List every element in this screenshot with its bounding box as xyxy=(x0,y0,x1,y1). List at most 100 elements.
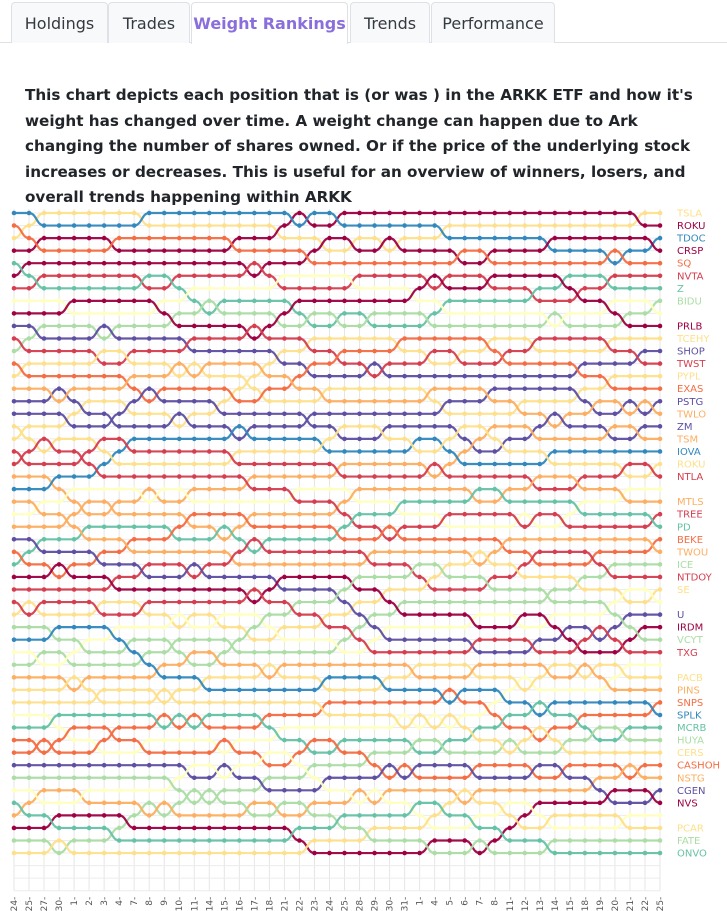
rank-point[interactable] xyxy=(537,549,543,555)
rank-point[interactable] xyxy=(432,311,437,316)
rank-point[interactable] xyxy=(282,486,287,492)
rank-point[interactable] xyxy=(327,511,332,517)
rank-point[interactable] xyxy=(176,750,182,755)
rank-point[interactable] xyxy=(342,323,347,329)
rank-point[interactable] xyxy=(357,436,362,442)
rank-point[interactable] xyxy=(567,587,573,592)
rank-point[interactable] xyxy=(627,549,633,555)
rank-point[interactable] xyxy=(222,574,227,580)
rank-point[interactable] xyxy=(312,210,317,216)
rank-point[interactable] xyxy=(252,273,257,279)
rank-point[interactable] xyxy=(522,725,528,730)
rank-point[interactable] xyxy=(372,612,377,617)
rank-point[interactable] xyxy=(56,286,62,291)
rank-point[interactable] xyxy=(537,662,543,668)
rank-point[interactable] xyxy=(522,273,528,279)
rank-point[interactable] xyxy=(222,210,227,216)
rank-point[interactable] xyxy=(657,398,663,404)
rank-point[interactable] xyxy=(297,775,302,781)
rank-point[interactable] xyxy=(116,838,122,843)
rank-point[interactable] xyxy=(101,712,107,718)
rank-point[interactable] xyxy=(522,411,528,417)
rank-point[interactable] xyxy=(237,336,242,341)
rank-point[interactable] xyxy=(492,850,498,856)
rank-point[interactable] xyxy=(492,687,498,693)
rank-point[interactable] xyxy=(26,612,32,617)
rank-point[interactable] xyxy=(26,775,32,781)
rank-point[interactable] xyxy=(252,286,257,291)
rank-point[interactable] xyxy=(612,449,618,454)
rank-point[interactable] xyxy=(207,286,212,291)
rank-point[interactable] xyxy=(26,649,32,655)
rank-point[interactable] xyxy=(86,474,92,479)
rank-point[interactable] xyxy=(237,788,242,793)
rank-point[interactable] xyxy=(56,838,62,843)
rank-point[interactable] xyxy=(612,788,618,793)
rank-point[interactable] xyxy=(131,762,137,768)
rank-point[interactable] xyxy=(11,424,17,429)
rank-point[interactable] xyxy=(56,813,62,818)
rank-point[interactable] xyxy=(11,298,17,304)
rank-point[interactable] xyxy=(131,511,137,517)
rank-point[interactable] xyxy=(417,524,422,530)
rank-point[interactable] xyxy=(207,436,212,442)
rank-point[interactable] xyxy=(237,712,242,718)
rank-point[interactable] xyxy=(327,223,332,228)
rank-point[interactable] xyxy=(462,411,467,417)
rank-point[interactable] xyxy=(252,511,257,517)
rank-point[interactable] xyxy=(101,850,107,856)
rank-point[interactable] xyxy=(191,574,197,580)
rank-point[interactable] xyxy=(387,574,392,580)
rank-point[interactable] xyxy=(597,599,603,605)
rank-point[interactable] xyxy=(327,411,332,417)
rank-point[interactable] xyxy=(342,599,347,605)
rank-point[interactable] xyxy=(56,260,62,266)
rank-point[interactable] xyxy=(582,762,588,768)
rank-point[interactable] xyxy=(252,687,257,693)
rank-point[interactable] xyxy=(101,762,107,768)
rank-point[interactable] xyxy=(552,298,558,304)
rank-point[interactable] xyxy=(537,788,543,793)
rank-point[interactable] xyxy=(176,436,182,442)
rank-point[interactable] xyxy=(522,323,528,329)
rank-point[interactable] xyxy=(447,649,452,655)
rank-point[interactable] xyxy=(191,398,197,404)
rank-point[interactable] xyxy=(252,599,257,605)
rank-point[interactable] xyxy=(552,825,558,831)
rank-point[interactable] xyxy=(252,775,257,781)
rank-point[interactable] xyxy=(131,649,137,655)
rank-point[interactable] xyxy=(191,348,197,354)
rank-point[interactable] xyxy=(191,511,197,517)
rank-point[interactable] xyxy=(11,273,17,279)
rank-point[interactable] xyxy=(582,361,588,366)
rank-point[interactable] xyxy=(507,398,513,404)
rank-line-beke[interactable] xyxy=(13,513,661,579)
rank-point[interactable] xyxy=(191,712,197,718)
rank-point[interactable] xyxy=(26,712,32,718)
rank-point[interactable] xyxy=(642,398,648,404)
rank-point[interactable] xyxy=(191,750,197,755)
rank-point[interactable] xyxy=(507,273,513,279)
rank-point[interactable] xyxy=(537,800,543,806)
rank-point[interactable] xyxy=(312,850,317,856)
rank-point[interactable] xyxy=(417,624,422,630)
rank-point[interactable] xyxy=(86,775,92,781)
rank-point[interactable] xyxy=(71,662,77,668)
rank-point[interactable] xyxy=(657,737,663,743)
rank-point[interactable] xyxy=(582,311,588,316)
rank-point[interactable] xyxy=(222,511,227,517)
rank-point[interactable] xyxy=(417,511,422,517)
rank-point[interactable] xyxy=(552,775,558,781)
rank-point[interactable] xyxy=(11,511,17,517)
rank-point[interactable] xyxy=(357,361,362,366)
rank-point[interactable] xyxy=(146,286,152,291)
rank-point[interactable] xyxy=(207,486,212,492)
rank-point[interactable] xyxy=(267,248,272,253)
rank-point[interactable] xyxy=(552,210,558,216)
rank-point[interactable] xyxy=(627,336,633,341)
rank-point[interactable] xyxy=(297,562,302,567)
rank-point[interactable] xyxy=(342,511,347,517)
rank-point[interactable] xyxy=(252,235,257,241)
rank-point[interactable] xyxy=(627,788,633,793)
rank-point[interactable] xyxy=(41,838,47,843)
